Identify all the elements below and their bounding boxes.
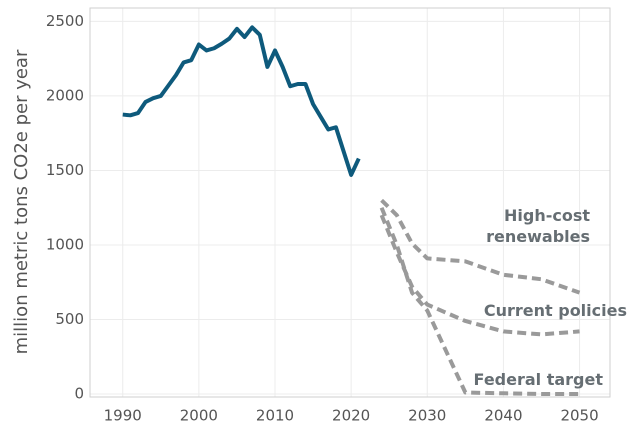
series-line [379,214,580,337]
series-line [380,198,581,295]
y-tick-label: 2000 [46,86,84,104]
y-tick-label: 2500 [46,12,84,30]
series-label: Current policies [483,301,627,320]
series-line [122,25,361,177]
series-label: High-cost renewables [486,206,590,246]
x-tick-label: 2040 [484,407,522,425]
x-tick-label: 2030 [408,407,446,425]
plot-border [89,7,611,398]
y-tick-label: 1000 [46,235,84,253]
x-tick-label: 1990 [104,407,142,425]
y-axis-label: million metric tons CO2e per year [11,49,32,354]
y-tick-label: 500 [55,310,84,328]
x-tick-label: 2010 [256,407,294,425]
y-tick-label: 0 [74,385,84,403]
series-line [379,206,580,397]
series-label: Federal target [473,370,603,389]
x-tick-label: 2050 [560,407,598,425]
x-tick-label: 2020 [332,407,370,425]
x-tick-label: 2000 [180,407,218,425]
y-tick-label: 1500 [46,161,84,179]
